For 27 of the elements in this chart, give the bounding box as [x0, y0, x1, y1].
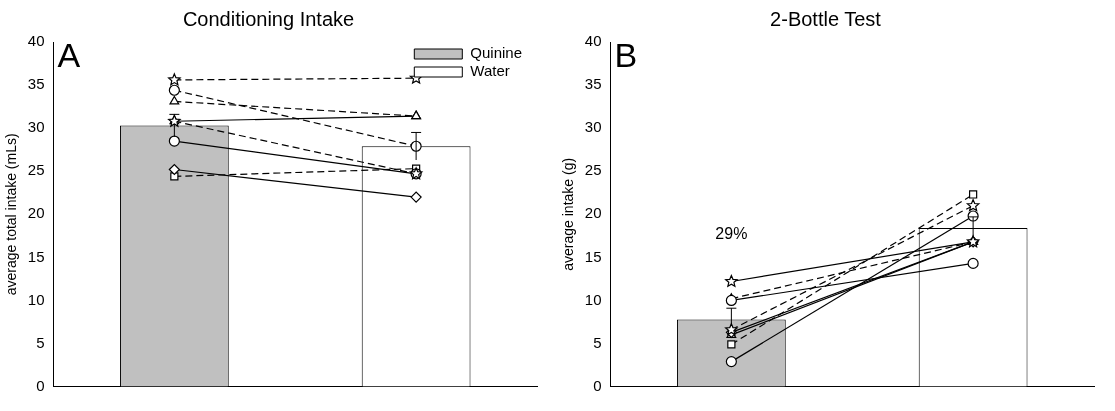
y-tick-label: 25: [584, 161, 602, 179]
y-tick-label: 25: [27, 161, 45, 179]
y-tick-label: 30: [584, 118, 602, 136]
annotation: B: [614, 36, 638, 75]
annotation: A: [57, 36, 81, 75]
y-axis-title: average total intake (mLs): [3, 133, 20, 296]
y-tick-label: 10: [27, 290, 45, 308]
legend-label: Water: [470, 62, 510, 80]
y-axis-title: average intake (g): [560, 157, 577, 271]
y-tick-label: 5: [36, 333, 45, 351]
y-tick-label: 20: [584, 204, 602, 222]
y-tick-label: 0: [593, 376, 602, 394]
y-tick-label: 20: [27, 204, 45, 222]
y-tick-label: 40: [27, 32, 45, 50]
y-tick-label: 30: [27, 118, 45, 136]
chart-title: Conditioning Intake: [182, 7, 355, 30]
annotation: 29%: [715, 225, 748, 243]
y-tick-label: 0: [36, 376, 45, 394]
legend-label: Quinine: [470, 44, 522, 62]
y-tick-label: 35: [584, 75, 602, 93]
y-tick-label: 10: [584, 290, 602, 308]
y-tick-label: 35: [27, 75, 45, 93]
y-tick-label: 5: [593, 333, 602, 351]
y-tick-label: 15: [27, 247, 45, 265]
chart-title: 2-Bottle Test: [770, 7, 882, 30]
y-tick-label: 15: [584, 247, 602, 265]
y-tick-label: 40: [584, 32, 602, 50]
